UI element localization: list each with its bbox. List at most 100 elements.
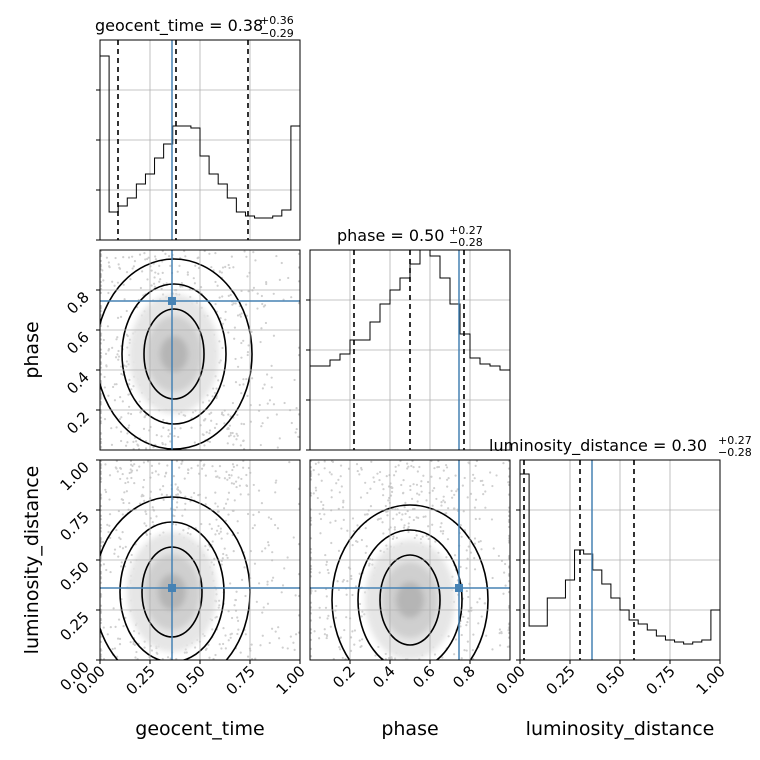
scatter-point bbox=[322, 503, 325, 507]
scatter-point bbox=[280, 261, 283, 265]
scatter-point bbox=[507, 574, 510, 577]
scatter-point bbox=[224, 265, 227, 268]
scatter-point bbox=[132, 447, 135, 450]
scatter-point bbox=[297, 435, 300, 438]
scatter-point bbox=[507, 506, 510, 509]
scatter-point bbox=[121, 513, 124, 516]
y-tick-label: 0.8 bbox=[63, 288, 93, 318]
scatter-point bbox=[435, 497, 438, 501]
scatter-point bbox=[366, 491, 369, 495]
scatter-point bbox=[233, 326, 237, 329]
scatter-point bbox=[395, 513, 398, 516]
scatter-point bbox=[418, 465, 421, 469]
scatter-point bbox=[218, 643, 221, 646]
scatter-point bbox=[480, 615, 483, 618]
scatter-point bbox=[190, 417, 193, 420]
scatter-point bbox=[371, 563, 374, 566]
scatter-point bbox=[124, 444, 128, 447]
scatter-point bbox=[274, 481, 277, 484]
scatter-point bbox=[208, 412, 211, 416]
scatter-point bbox=[242, 383, 245, 386]
scatter-point bbox=[215, 396, 218, 400]
scatter-point bbox=[244, 633, 247, 636]
scatter-point bbox=[100, 356, 103, 359]
scatter-point bbox=[204, 496, 207, 499]
scatter-point bbox=[256, 292, 259, 295]
scatter-point bbox=[214, 303, 217, 306]
scatter-point bbox=[314, 486, 317, 489]
scatter-point bbox=[161, 293, 165, 296]
scatter-point bbox=[483, 602, 486, 605]
scatter-point bbox=[293, 378, 296, 382]
scatter-point bbox=[117, 355, 121, 358]
scatter-point bbox=[192, 491, 196, 495]
scatter-point bbox=[297, 413, 300, 416]
contour-line bbox=[100, 258, 253, 450]
scatter-point bbox=[425, 499, 428, 502]
scatter-point bbox=[233, 499, 236, 502]
scatter-point bbox=[310, 647, 313, 650]
scatter-point bbox=[131, 255, 134, 258]
scatter-point bbox=[203, 250, 206, 253]
scatter-point bbox=[261, 611, 264, 614]
scatter-point bbox=[235, 432, 238, 435]
scatter-point bbox=[181, 460, 184, 463]
scatter-point bbox=[133, 463, 136, 466]
scatter-point bbox=[325, 634, 329, 637]
svg-text:geocent_time = 0.38: geocent_time = 0.38 bbox=[95, 16, 263, 36]
scatter-point bbox=[491, 484, 494, 488]
scatter-point bbox=[236, 365, 240, 368]
scatter-point bbox=[399, 460, 402, 463]
scatter-point bbox=[406, 462, 409, 465]
scatter-point bbox=[270, 579, 274, 582]
scatter-point bbox=[433, 653, 437, 656]
scatter-point bbox=[100, 463, 103, 466]
scatter-point bbox=[207, 643, 210, 646]
scatter-point bbox=[463, 476, 466, 480]
scatter-point bbox=[393, 526, 396, 529]
scatter-point bbox=[297, 354, 300, 357]
scatter-point bbox=[174, 483, 177, 486]
scatter-point bbox=[229, 293, 232, 296]
scatter-point bbox=[100, 446, 103, 449]
scatter-point bbox=[412, 466, 415, 469]
contour-line bbox=[379, 554, 441, 646]
scatter-point bbox=[120, 498, 123, 501]
scatter-point bbox=[108, 474, 112, 477]
scatter-point bbox=[358, 639, 361, 642]
scatter-point bbox=[100, 477, 103, 481]
scatter-point bbox=[227, 426, 230, 430]
scatter-point bbox=[230, 482, 233, 485]
scatter-point bbox=[310, 567, 313, 570]
scatter-point bbox=[123, 565, 127, 568]
scatter-point bbox=[138, 465, 141, 468]
scatter-point bbox=[242, 460, 245, 463]
scatter-point bbox=[310, 655, 313, 658]
scatter-point bbox=[176, 501, 179, 504]
scatter-point bbox=[115, 383, 118, 386]
scatter-point bbox=[116, 336, 119, 339]
scatter-point bbox=[100, 640, 103, 643]
scatter-point bbox=[100, 581, 103, 584]
scatter-point bbox=[127, 426, 130, 429]
scatter-point bbox=[107, 349, 110, 352]
scatter-point bbox=[379, 549, 382, 552]
scatter-point bbox=[427, 525, 430, 528]
scatter-point bbox=[220, 563, 223, 566]
scatter-point bbox=[228, 473, 231, 477]
scatter-point bbox=[360, 615, 363, 618]
scatter-point bbox=[344, 657, 347, 660]
scatter-point bbox=[119, 396, 122, 399]
scatter-point bbox=[125, 271, 129, 274]
scatter-point bbox=[467, 595, 470, 599]
scatter-point bbox=[220, 647, 223, 650]
scatter-point bbox=[351, 593, 354, 597]
scatter-point bbox=[310, 564, 313, 568]
scatter-point bbox=[236, 413, 239, 416]
scatter-point bbox=[161, 271, 164, 275]
scatter-point bbox=[360, 538, 363, 542]
scatter-point bbox=[422, 515, 425, 518]
scatter-point bbox=[346, 529, 349, 532]
scatter-point bbox=[252, 483, 255, 487]
scatter-point bbox=[442, 529, 445, 533]
